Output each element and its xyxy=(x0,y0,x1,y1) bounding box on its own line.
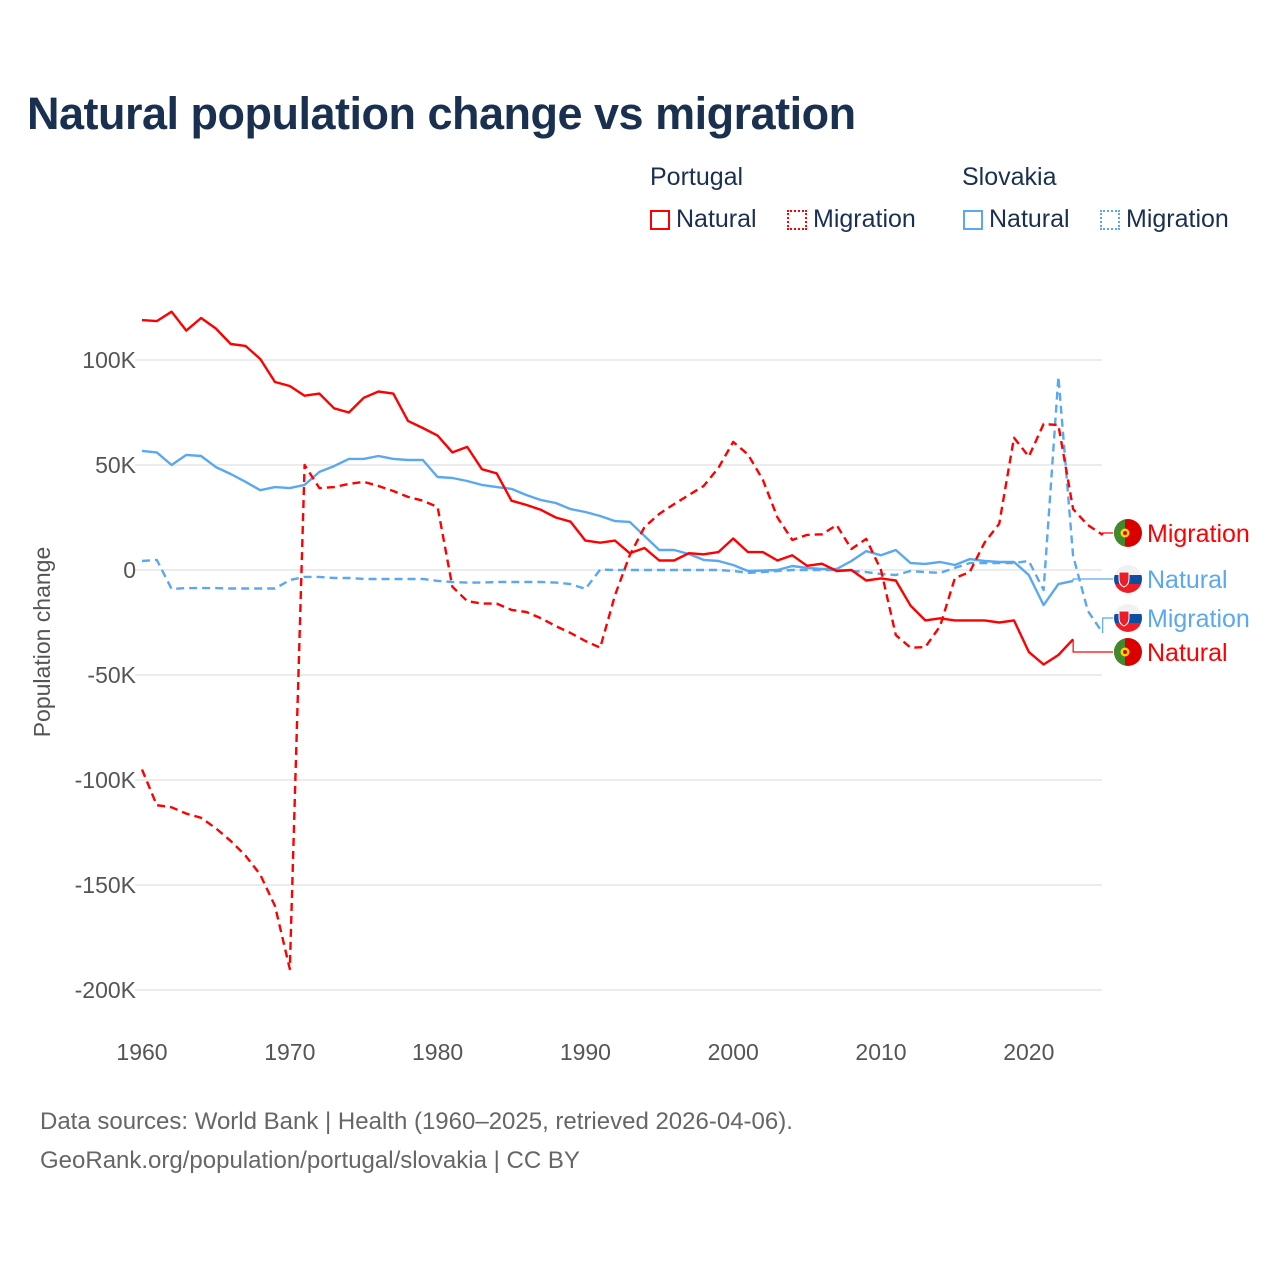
y-tick-label: -100K xyxy=(75,767,137,793)
legend-item-slovakia-migration[interactable]: Migration xyxy=(1100,205,1229,234)
legend-group-slovakia: Slovakia xyxy=(962,163,1057,191)
portugal-flag-icon xyxy=(1114,519,1142,547)
legend-label: Natural xyxy=(989,205,1070,233)
footer-link[interactable]: GeoRank.org/population/portugal/slovakia… xyxy=(40,1147,580,1174)
portugal-flag-icon xyxy=(1114,638,1142,666)
end-label-text: Natural xyxy=(1147,639,1228,667)
chart-plot: 100K 50K 0 -50K -100K -150K -200K 1960 1970 1980… xyxy=(29,310,1250,1065)
x-tick-label: 2010 xyxy=(855,1039,906,1065)
leader-line xyxy=(1102,617,1113,633)
legend-swatch-dotted xyxy=(1100,209,1120,230)
x-tick-label: 1970 xyxy=(264,1039,315,1065)
y-tick-label: 100K xyxy=(82,347,136,373)
legend-swatch-solid xyxy=(963,209,983,230)
y-tick-label: 0 xyxy=(123,557,136,583)
slovakia-flag-icon xyxy=(1114,604,1142,632)
series-line-portugal-migration[interactable] xyxy=(140,422,1104,971)
leader-line xyxy=(1102,532,1113,535)
y-tick-label: -150K xyxy=(75,872,137,898)
end-label-text: Natural xyxy=(1147,566,1228,594)
legend-label: Migration xyxy=(1126,205,1229,233)
legend-label: Natural xyxy=(676,205,757,233)
x-tick-label: 1990 xyxy=(560,1039,611,1065)
end-label-text: Migration xyxy=(1147,520,1250,548)
x-tick-label: 2000 xyxy=(708,1039,759,1065)
legend-item-portugal-migration[interactable]: Migration xyxy=(787,205,916,234)
slovakia-flag-icon xyxy=(1114,565,1142,593)
series-line-slovakia-migration[interactable] xyxy=(141,375,1104,634)
end-label-portugal-migration: Migration xyxy=(1102,519,1250,548)
y-axis-label: Population change xyxy=(29,547,55,738)
chart-title: Natural population change vs migration xyxy=(27,88,856,139)
y-tick-label: -50K xyxy=(87,662,136,688)
series-line-portugal-natural[interactable] xyxy=(141,310,1074,666)
leader-line xyxy=(1072,578,1113,581)
footer-sources: Data sources: World Bank | Health (1960–… xyxy=(40,1108,793,1135)
end-label-text: Migration xyxy=(1147,605,1250,633)
legend-swatch-solid xyxy=(650,209,670,230)
legend-group-portugal: Portugal xyxy=(650,163,744,191)
y-tick-label: -200K xyxy=(75,977,137,1003)
x-tick-label: 2020 xyxy=(1003,1039,1054,1065)
legend-swatch-dotted xyxy=(787,209,807,230)
leader-line xyxy=(1072,639,1113,653)
end-label-slovakia-natural: Natural xyxy=(1072,565,1228,594)
legend-item-slovakia-natural[interactable]: Natural xyxy=(963,205,1070,234)
end-label-portugal-natural: Natural xyxy=(1072,638,1228,667)
legend-item-portugal-natural[interactable]: Natural xyxy=(650,205,757,234)
legend-label: Migration xyxy=(813,205,916,233)
end-label-slovakia-migration: Migration xyxy=(1102,604,1250,633)
series-line-slovakia-natural[interactable] xyxy=(141,449,1074,607)
x-tick-label: 1960 xyxy=(116,1039,167,1065)
y-tick-label: 50K xyxy=(95,452,137,478)
x-tick-label: 1980 xyxy=(412,1039,463,1065)
